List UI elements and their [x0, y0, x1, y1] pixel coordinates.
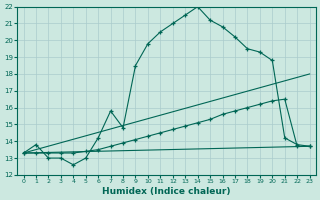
X-axis label: Humidex (Indice chaleur): Humidex (Indice chaleur) [102, 187, 231, 196]
